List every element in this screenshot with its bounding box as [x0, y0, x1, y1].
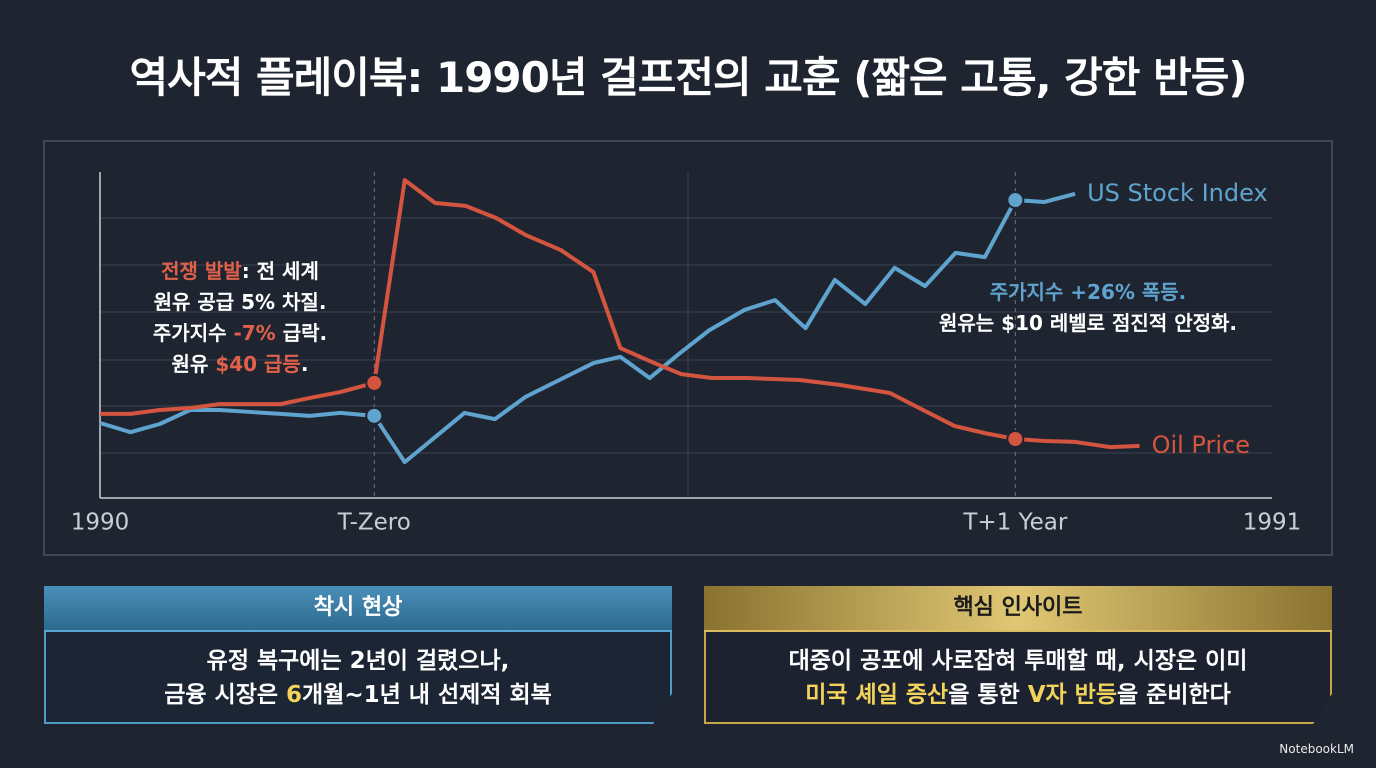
- series-line: [100, 178, 1140, 450]
- annotation-text: 주가지수 +26% 폭등.: [990, 280, 1187, 304]
- card-line: 유정 복구에는 2년이 걸렸으나,: [44, 644, 672, 678]
- card-text: V자 반등: [1027, 682, 1117, 708]
- card-title: 핵심 인사이트: [704, 586, 1332, 632]
- point-marker: [1006, 429, 1025, 448]
- card-text: 미국 셰일 증산: [805, 682, 949, 708]
- card-line: 금융 시장은 6개월~1년 내 선제적 회복: [44, 678, 672, 712]
- card-text: 금융 시장은: [164, 682, 287, 708]
- annotation-text: -7%: [233, 321, 275, 345]
- annotation-text: : 전 세계: [242, 259, 319, 283]
- card-text: 6: [286, 682, 303, 708]
- annotation-text: .: [301, 352, 309, 376]
- card-text: 개월~1년 내 선제적 회복: [302, 682, 552, 708]
- title: 역사적 플레이북: 1990년 걸프전의 교훈 (짧은 고통, 강한 반등): [129, 53, 1247, 102]
- annotation-text: 원유는 $10 레벨로 점진적 안정화.: [939, 311, 1237, 335]
- card-line: 미국 셰일 증산을 통한 V자 반등을 준비한다: [704, 678, 1332, 712]
- series-line: [99, 191, 1076, 465]
- annotation-text: $40 급등: [215, 352, 301, 376]
- annotation-text: 원유 공급 5% 차질.: [154, 290, 327, 314]
- card-text: 유정 복구에는 2년이 걸렸으나,: [206, 648, 510, 674]
- point-marker: [365, 406, 384, 425]
- point-marker: [1006, 191, 1025, 210]
- x-tick-label: T-Zero: [337, 510, 411, 536]
- series-label: US Stock Index: [1087, 179, 1268, 207]
- chart-frame: [43, 140, 1333, 556]
- card-body: 유정 복구에는 2년이 걸렸으나, 금융 시장은 6개월~1년 내 선제적 회복: [44, 632, 672, 712]
- annotation-text: 전쟁 발발: [161, 259, 242, 283]
- annotation: 원유 $40 급등.: [172, 352, 309, 376]
- annotation-text: 주가지수: [153, 321, 234, 345]
- annotation: 원유는 $10 레벨로 점진적 안정화.: [939, 311, 1237, 335]
- card-title: 착시 현상: [44, 586, 672, 632]
- card-text: 을 준비한다: [1116, 682, 1231, 708]
- card-text: 대중이 공포에 사로잡혀 투매할 때, 시장은 이미: [788, 648, 1248, 674]
- x-tick-label: 1991: [1243, 510, 1302, 536]
- x-tick-label: T+1 Year: [962, 510, 1068, 536]
- annotation: 주가지수 -7% 급락.: [153, 321, 327, 345]
- annotation: 원유 공급 5% 차질.: [154, 290, 327, 314]
- grid: [100, 172, 1272, 498]
- x-tick-label: 1990: [71, 510, 130, 536]
- card-text: 을 통한: [948, 682, 1028, 708]
- card-line: 대중이 공포에 사로잡혀 투매할 때, 시장은 이미: [704, 644, 1332, 678]
- annotation: 주가지수 +26% 폭등.: [990, 280, 1187, 304]
- point-marker: [365, 373, 384, 392]
- annotation-text: 원유: [172, 352, 216, 376]
- series-label: Oil Price: [1152, 431, 1250, 459]
- footer: NotebookLM: [1279, 742, 1354, 756]
- annotation: 전쟁 발발: 전 세계: [161, 259, 319, 283]
- annotation-text: 급락.: [276, 321, 327, 345]
